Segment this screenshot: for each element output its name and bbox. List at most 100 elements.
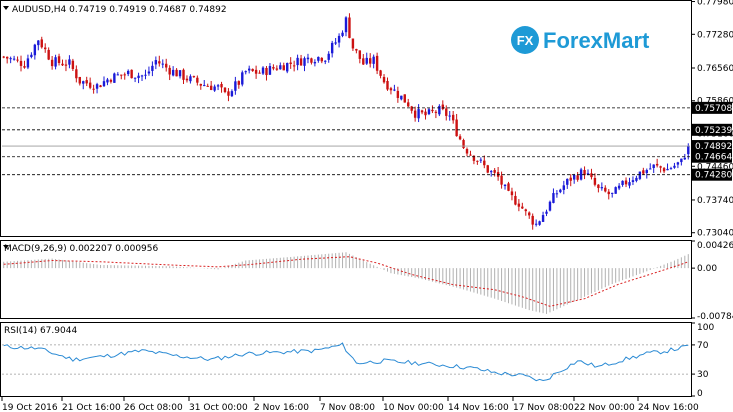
level-label-box [692,123,732,136]
candle-body [514,195,517,205]
candle-body [279,65,282,70]
candle-body [486,165,489,173]
candle-body [185,78,189,81]
macd-y-tick-label: 0.004265 [697,241,733,251]
candle-body [576,175,579,180]
candle-body [334,42,337,44]
candle-body [687,146,690,155]
candle-body [30,54,33,58]
candle-body [541,215,545,222]
candle-body [344,17,348,33]
candle-body [192,76,196,78]
candle-body [500,175,503,185]
candle-body [123,74,126,76]
candle-body [206,85,209,87]
candle-body [258,72,261,74]
candle-body [88,82,92,88]
candle-body [337,35,341,43]
rsi-panel-frame [0,322,692,397]
candle-body [597,184,600,189]
candle-body [237,81,241,85]
candle-body [441,104,445,110]
candle-body [669,168,673,170]
candle-body [410,106,413,111]
candle-body [324,60,327,62]
candle-body [71,60,75,69]
x-tick-label: 26 Oct 08:00 [124,403,183,412]
x-tick-label: 19 Oct 2016 [2,403,58,412]
candle-body [614,187,617,194]
y-tick-label: 0.77280 [697,30,733,40]
candle-body [299,58,303,66]
candle-body [413,110,417,118]
collapse-arrow-icon[interactable] [3,6,9,10]
candle-body [434,111,438,113]
rsi-y-tick-label: 100 [697,323,714,333]
candle-body [220,83,223,88]
candle-body [320,57,323,62]
candle-body [68,59,71,65]
rsi-y-tick-label: 70 [697,341,709,351]
candle-body [82,81,85,84]
candle-body [216,85,220,87]
candle-body [455,119,458,137]
candle-body [92,88,95,90]
candle-body [572,174,576,180]
candle-body [358,50,362,59]
candle-body [583,170,586,176]
candle-body [611,192,614,194]
candle-body [130,69,133,79]
y-tick-label: 0.75860 [697,97,733,107]
candle-body [600,187,604,189]
candle-body [289,62,292,65]
candle-body [126,70,130,75]
logo-mark-text: FX [517,33,534,48]
candle-body [462,140,465,149]
candle-body [476,160,479,162]
candle-body [303,58,306,66]
candle-body [438,105,441,115]
candle-body [389,88,393,91]
candle-body [57,56,61,64]
candle-body [521,206,524,209]
price-panel-frame [0,0,692,237]
candle-body [407,102,410,107]
candle-body [230,91,234,97]
candle-body [161,63,164,65]
candle-body [327,53,330,60]
level-label-text: 0.74280 [695,171,732,181]
rsi-label: RSI(14) 67.9044 [4,326,77,336]
x-tick-label: 7 Nov 08:00 [320,403,375,412]
candle-body [213,86,216,91]
x-tick-label: 21 Oct 16:00 [62,403,121,412]
candle-body [137,75,140,79]
y-tick-label: 0.76560 [697,64,733,74]
candle-body [317,56,320,61]
candle-body [133,77,137,79]
candle-body [272,67,275,69]
candle-body [382,76,386,83]
horizontal-levels [2,107,690,176]
candle-body [552,193,555,203]
candle-body [386,80,389,90]
candle-body [254,69,258,74]
candle-body [99,85,102,88]
candle-body [555,193,559,195]
candle-body [645,170,648,174]
candle-body [528,212,531,216]
candle-body [140,75,144,77]
candle-body [313,62,317,64]
collapse-arrow-icon[interactable] [3,245,9,249]
candle-body [23,66,26,68]
y-tick-label: 0.73040 [697,229,733,239]
candle-body [579,169,583,180]
candle-body [151,65,154,71]
candle-body [165,63,168,68]
candle-body [524,209,527,212]
candle-body [673,165,676,168]
price-series [2,13,690,230]
x-tick-label: 31 Oct 00:00 [189,403,248,412]
candle-body [182,69,185,80]
candle-body [178,70,182,77]
